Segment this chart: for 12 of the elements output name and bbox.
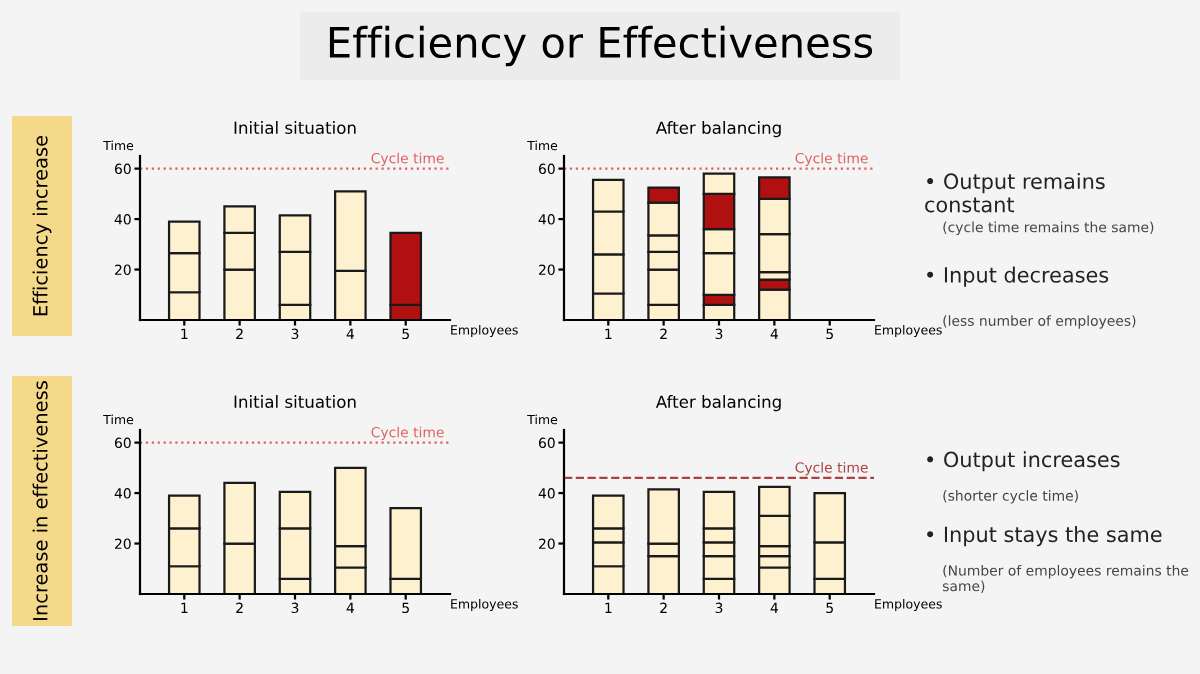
text: • Output remains constant	[925, 173, 1105, 213]
chart-title: Initial situation	[234, 121, 356, 135]
text: • Input stays the same	[927, 526, 1162, 547]
chart-title: After balancing	[655, 121, 781, 138]
text: Increase in effectiveness	[32, 381, 48, 620]
chart-title: Initial situation	[234, 395, 356, 409]
text: Efficiency or Effectiveness	[329, 25, 873, 67]
text: • Output increases	[927, 451, 1120, 472]
text: • Input decreases	[927, 266, 1109, 287]
text: Efficiency increase	[32, 135, 52, 316]
chart-title: After balancing	[655, 395, 781, 412]
bar	[758, 288, 791, 320]
